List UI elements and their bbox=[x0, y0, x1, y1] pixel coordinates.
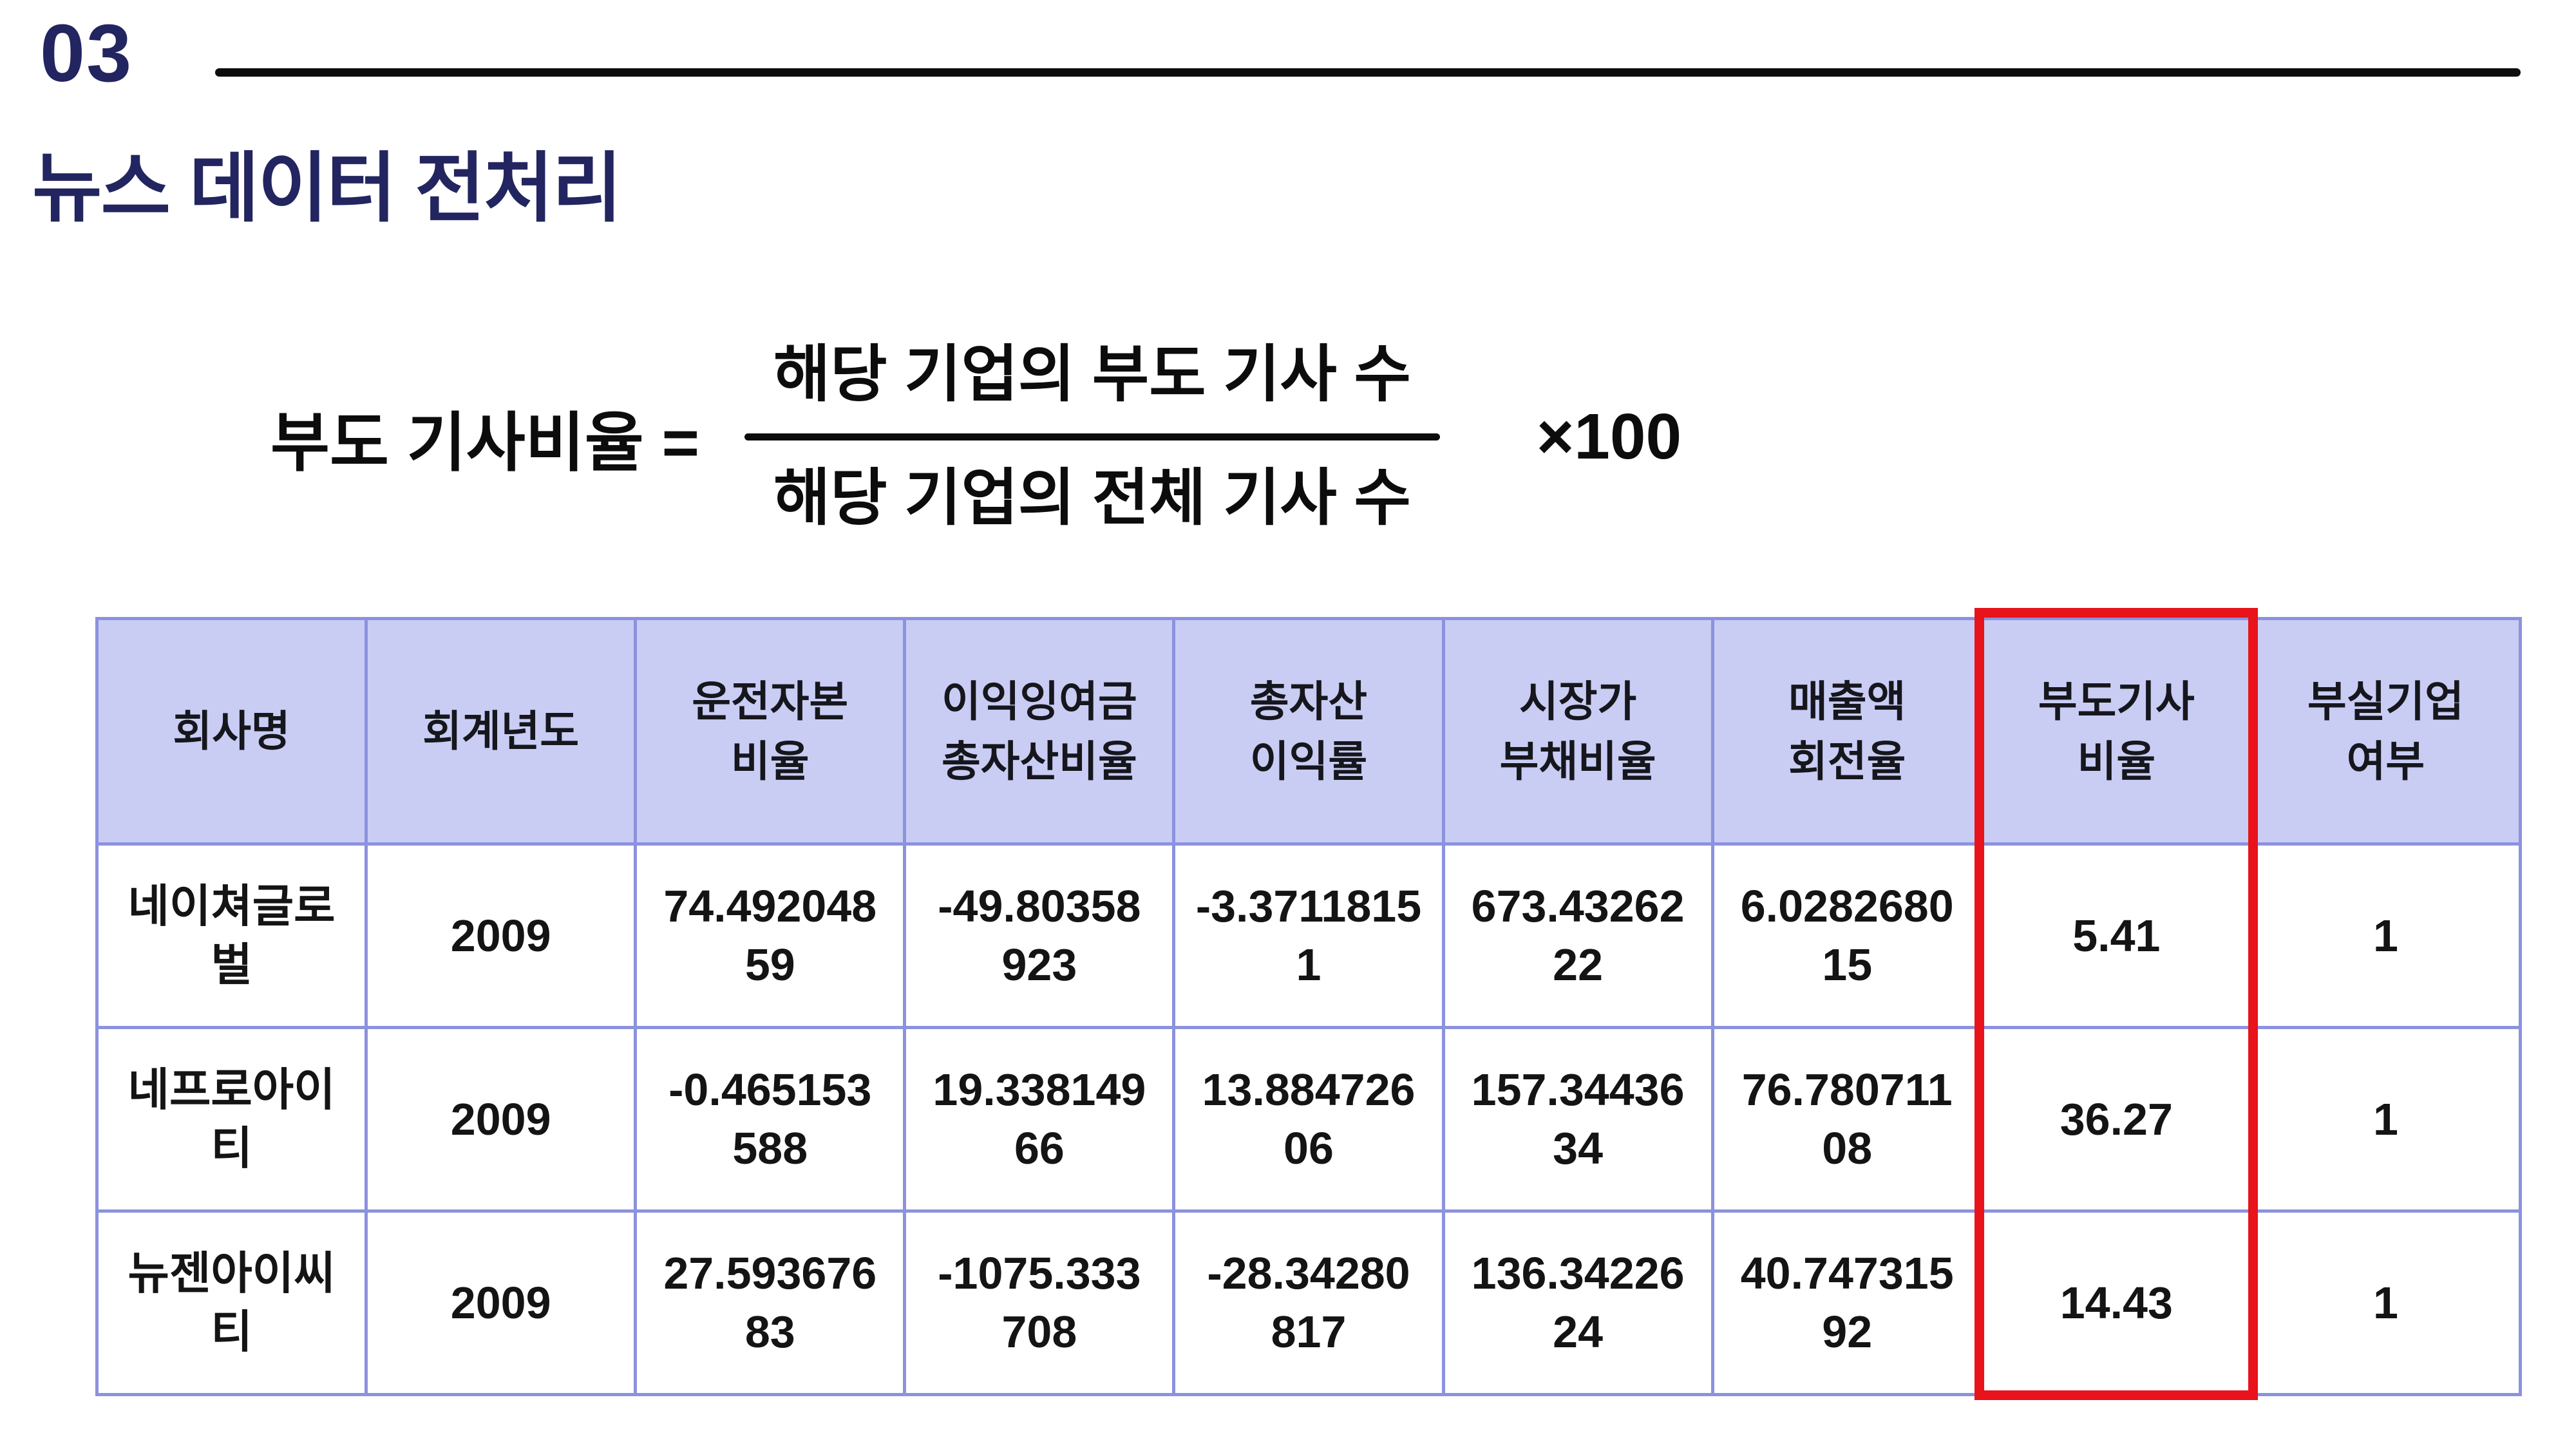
table-row: 뉴젠아이씨티 2009 27.59367683 -1075.333708 -28… bbox=[95, 1209, 2523, 1396]
table-cell: 27.59367683 bbox=[634, 1209, 907, 1396]
page-title: 뉴스 데이터 전처리 bbox=[32, 146, 622, 231]
table-cell: 74.49204859 bbox=[634, 842, 907, 1029]
table-cell: 673.4326222 bbox=[1441, 842, 1714, 1029]
column-header-working-capital-ratio: 운전자본 비율 bbox=[634, 617, 907, 846]
formula-fraction: 해당 기업의 부도 기사 수 해당 기업의 전체 기사 수 bbox=[744, 335, 1440, 539]
table-cell: 40.74731592 bbox=[1710, 1209, 1984, 1396]
table-cell: -28.34280817 bbox=[1172, 1209, 1445, 1396]
table-cell: 뉴젠아이씨티 bbox=[95, 1209, 368, 1396]
table-cell: 19.33814966 bbox=[903, 1026, 1176, 1213]
table-cell-highlighted: 36.27 bbox=[1980, 1026, 2253, 1213]
table-row: 네프로아이티 2009 -0.465153588 19.33814966 13.… bbox=[95, 1026, 2523, 1213]
formula-denominator: 해당 기업의 전체 기사 수 bbox=[773, 463, 1411, 533]
section-number: 03 bbox=[40, 8, 133, 99]
table-cell: 6.028268015 bbox=[1710, 842, 1984, 1029]
table-cell: 157.3443634 bbox=[1441, 1026, 1714, 1213]
table-cell: 네프로아이티 bbox=[95, 1026, 368, 1213]
column-header-sales-turnover: 매출액 회전율 bbox=[1710, 617, 1984, 846]
table-header: 회사명 회계년도 운전자본 비율 이익잉여금 총자산비율 총자산 이익률 시장가… bbox=[95, 617, 2523, 846]
table-cell: 1 bbox=[2249, 1209, 2523, 1396]
table-cell: 2009 bbox=[365, 842, 638, 1029]
column-header-insolvency-flag: 부실기업 여부 bbox=[2249, 617, 2523, 846]
table-cell: -1075.333708 bbox=[903, 1209, 1176, 1396]
table-cell: 1 bbox=[2249, 842, 2523, 1029]
table-body: 네이쳐글로벌 2009 74.49204859 -49.80358923 -3.… bbox=[95, 842, 2523, 1396]
formula-numerator: 해당 기업의 부도 기사 수 bbox=[773, 340, 1411, 409]
fraction-bar bbox=[744, 433, 1440, 440]
table-cell-highlighted: 5.41 bbox=[1980, 842, 2253, 1029]
table-cell: 13.88472606 bbox=[1172, 1026, 1445, 1213]
table-cell: 2009 bbox=[365, 1026, 638, 1213]
table-cell: -3.37118151 bbox=[1172, 842, 1445, 1029]
formula-multiplier: ×100 bbox=[1536, 400, 1682, 473]
table-cell: 136.3422624 bbox=[1441, 1209, 1714, 1396]
table-cell: -49.80358923 bbox=[903, 842, 1176, 1029]
divider-line bbox=[215, 68, 2521, 77]
column-header-retained-earnings-ratio: 이익잉여금 총자산비율 bbox=[903, 617, 1176, 846]
table-cell: 76.78071108 bbox=[1710, 1026, 1984, 1213]
column-header-fiscal-year: 회계년도 bbox=[365, 617, 638, 846]
table-cell: 2009 bbox=[365, 1209, 638, 1396]
header-row: 회사명 회계년도 운전자본 비율 이익잉여금 총자산비율 총자산 이익률 시장가… bbox=[95, 617, 2523, 846]
table-cell: 네이쳐글로벌 bbox=[95, 842, 368, 1029]
column-header-return-on-assets: 총자산 이익률 bbox=[1172, 617, 1445, 846]
column-header-bankruptcy-article-ratio: 부도기사 비율 bbox=[1980, 617, 2253, 846]
table-cell: 1 bbox=[2249, 1026, 2523, 1213]
column-header-company: 회사명 bbox=[95, 617, 368, 846]
table-row: 네이쳐글로벌 2009 74.49204859 -49.80358923 -3.… bbox=[95, 842, 2523, 1029]
table-cell-highlighted: 14.43 bbox=[1980, 1209, 2253, 1396]
financial-table: 회사명 회계년도 운전자본 비율 이익잉여금 총자산비율 총자산 이익률 시장가… bbox=[95, 617, 2523, 1396]
formula-label: 부도 기사비율 = bbox=[270, 406, 699, 479]
formula: 부도 기사비율 = 해당 기업의 부도 기사 수 해당 기업의 전체 기사 수 … bbox=[270, 335, 1681, 539]
column-header-market-debt-ratio: 시장가 부채비율 bbox=[1441, 617, 1714, 846]
table-cell: -0.465153588 bbox=[634, 1026, 907, 1213]
